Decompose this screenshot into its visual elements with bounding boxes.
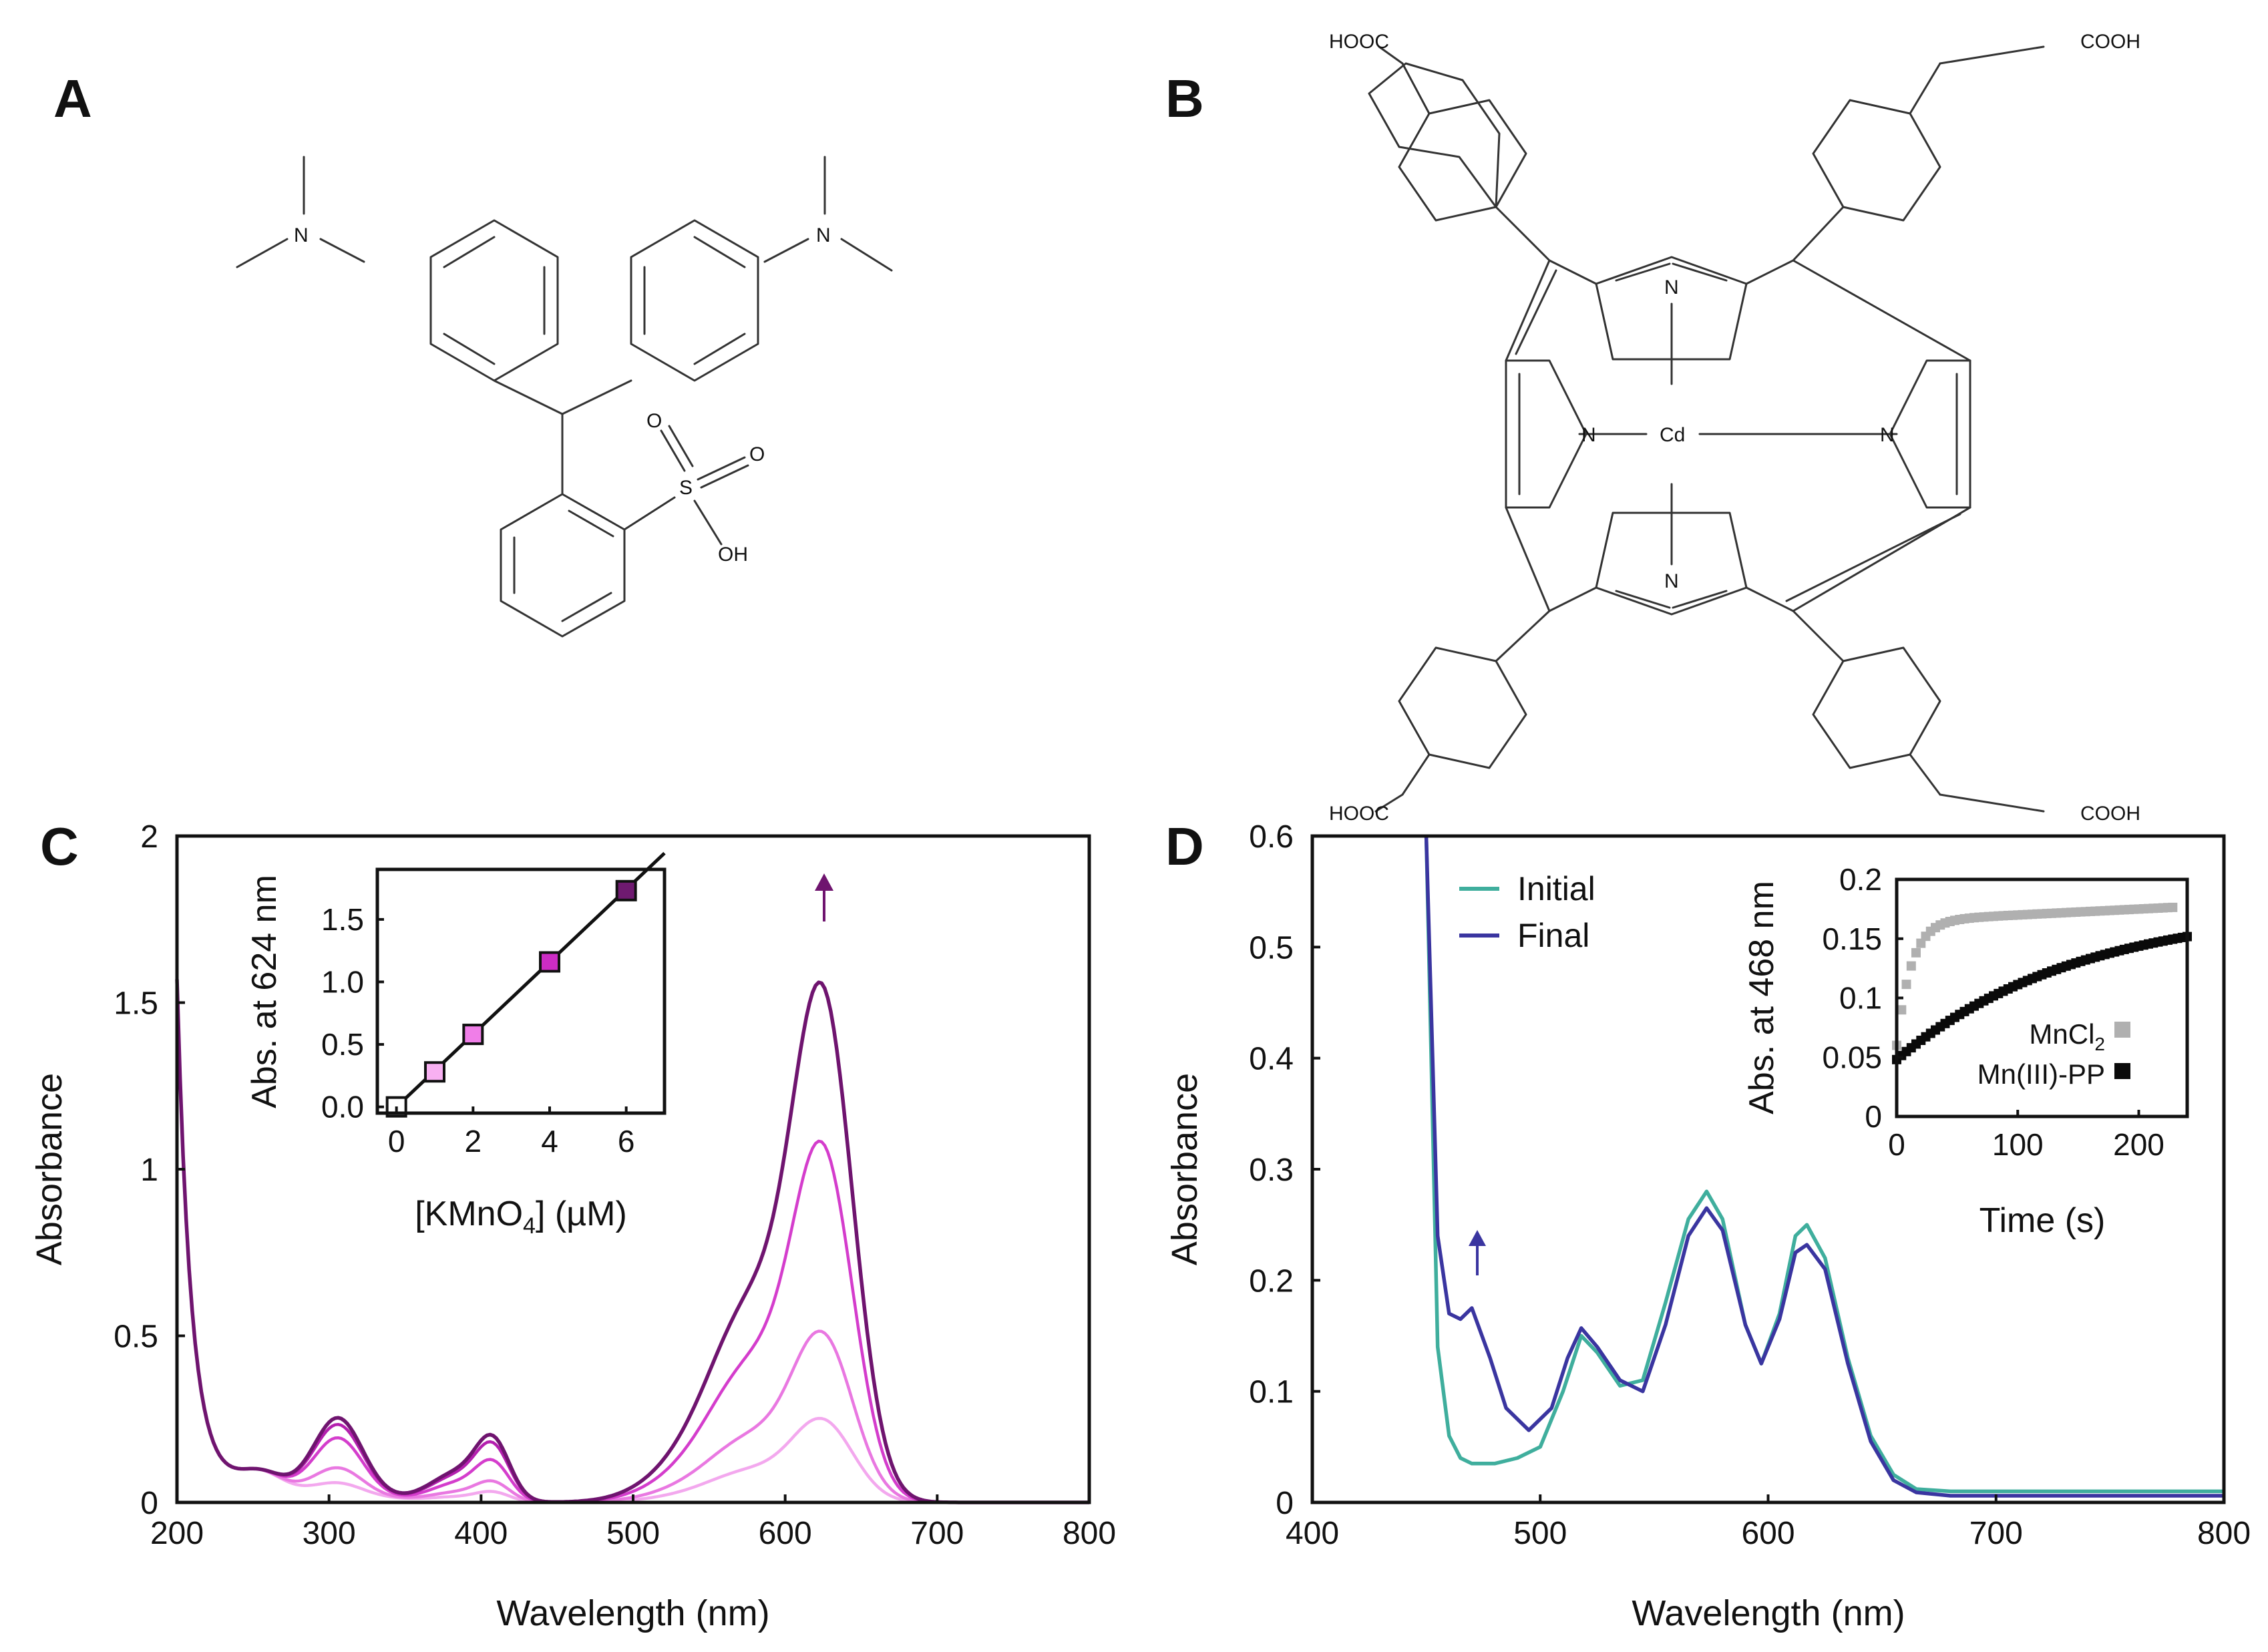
chart-c-inset-point [615,879,637,901]
legend-mnpp-marker [2114,1063,2130,1079]
chart-c-inset-xtick-label: 4 [541,1124,558,1159]
atom-hooc-top-left: HOOC [1329,31,1389,53]
chart-d-xtick-label: 700 [1969,1516,2023,1551]
chart-c-ylabel: Absorbance [29,1073,69,1265]
chart-d-ytick-label: 0.6 [1249,819,1294,855]
chart-d-inset-ytick-label: 0.2 [1839,862,1882,897]
panel-label-a: A [53,69,92,128]
chart-d-series-final [1424,835,2224,1498]
chart-d-inset-point [2168,902,2178,912]
atom-n-right: N [816,224,831,246]
atom-o-right: O [749,443,765,465]
chart-d-xtick-label: 400 [1286,1516,1339,1551]
chart-c-arrow [815,873,833,921]
atom-n-left: N [1581,424,1596,446]
atom-n-bottom: N [1664,570,1679,592]
chart-d-legend: Initial Final [1459,870,1595,954]
atom-cooh-bottom-right: COOH [2080,803,2140,825]
chart-c-inset-xtick-label: 6 [618,1124,635,1159]
atom-n-left: N [294,224,309,246]
legend-mncl2-label: MnCl2 [2029,1018,2105,1054]
chart-d-inset-point [1906,961,1916,971]
structure-a-bonds [236,156,893,638]
legend-mnpp-label: Mn(III)-PP [1977,1058,2105,1090]
chart-d-inset-ylabel: Abs. at 468 nm [1742,881,1781,1114]
structure-a: N N S O O OH [236,156,893,638]
chart-d-inset-xtick-label: 0 [1888,1127,1905,1162]
chart-d: 400 500 600 700 800 0 0.1 0.2 0.3 0.4 0.5 0.6 Wave… [1165,819,2251,1633]
chart-c-xlabel: Wavelength (nm) [496,1593,769,1633]
chart-d-inset-xlabel: Time (s) [1979,1201,2106,1240]
chart-d-inset-ytick-label: 0.1 [1839,981,1882,1016]
chart-c-ytick-label: 1 [140,1153,158,1188]
chart-d-arrow [1469,1230,1486,1275]
chart-d-inset-point [1901,980,1911,990]
chart-c-xtick-label: 400 [454,1516,508,1551]
atom-n-top: N [1664,276,1679,298]
atom-n-right: N [1880,424,1895,446]
chart-d-inset-point [1897,1005,1907,1015]
chart-d-ytick-label: 0.1 [1249,1375,1294,1410]
chart-c-inset-ytick-label: 1.5 [321,902,364,937]
chart-c-inset-ylabel: Abs. at 624 nm [245,875,284,1108]
chart-d-inset-xtick-label: 200 [2113,1127,2164,1162]
chart-c-ytick-label: 1.5 [114,986,158,1022]
chart-d-inset-ytick-label: 0.15 [1822,921,1882,956]
legend-initial-label: Initial [1517,870,1595,907]
panel-label-c: C [40,817,79,876]
chart-d-ytick-label: 0 [1276,1486,1294,1521]
chart-d-xtick-label: 500 [1513,1516,1567,1551]
chart-c-inset-xlabel: [KMnO4] (µM) [415,1195,627,1239]
chart-c-inset-xtick-label: 0 [388,1124,405,1159]
chart-c-xtick-label: 800 [1063,1516,1116,1551]
chart-c-xtick-label: 200 [150,1516,204,1551]
atom-hooc-bottom-left: HOOC [1329,803,1389,825]
structure-b: HOOC COOH HOOC COOH N N N N Cd [1329,31,2140,825]
chart-c-inset-point [424,1061,445,1083]
chart-d-inset-ytick-label: 0.05 [1822,1040,1882,1074]
chart-c-ytick-label: 0.5 [114,1319,158,1355]
atom-o-top: O [646,410,662,432]
chart-d-xlabel: Wavelength (nm) [1632,1593,1905,1633]
chart-c-inset: 0 2 4 6 0.0 0.5 1.0 1.5 [KMnO4] (µM) Abs. at 6… [245,851,667,1239]
legend-final-label: Final [1517,917,1589,954]
chart-d-inset-xtick-label: 100 [1992,1127,2044,1162]
chart-d-inset-legend: MnCl2 Mn(III)-PP [1977,1018,2130,1090]
chart-c-ytick-label: 0 [140,1486,158,1521]
chart-d-inset-ytick-label: 0 [1865,1099,1882,1134]
chart-c-inset-ytick-label: 0.0 [321,1090,364,1124]
chart-c-xtick-label: 600 [759,1516,812,1551]
structure-b-bonds [1368,45,2045,813]
chart-d-ylabel: Absorbance [1165,1073,1205,1265]
atom-s: S [679,477,693,499]
chart-d-inset: 0 100 200 0 0.05 0.1 0.15 0.2 Time (s) Abs. at… [1742,862,2192,1240]
chart-c-inset-point [539,951,560,973]
atom-cooh-top-right: COOH [2080,31,2140,53]
legend-mncl2-marker [2114,1022,2130,1038]
chart-c-inset-xtick-label: 2 [465,1124,482,1159]
atom-oh: OH [718,544,748,566]
chart-d-ytick-label: 0.4 [1249,1042,1294,1077]
panel-label-d: D [1165,817,1204,876]
chart-d-ytick-label: 0.5 [1249,930,1294,966]
chart-d-series-initial [1424,835,2224,1494]
chart-c-xtick-label: 700 [910,1516,964,1551]
chart-c-inset-point [462,1024,484,1046]
chart-c-inset-frame [375,867,667,1115]
panel-label-b: B [1165,69,1204,128]
chart-c-inset-ytick-label: 0.5 [321,1027,364,1062]
chart-d-xtick-label: 600 [1741,1516,1794,1551]
chart-c-inset-ytick-label: 1.0 [321,964,364,999]
chart-d-ytick-label: 0.2 [1249,1263,1294,1299]
chart-c: 200 300 400 500 600 700 800 0 0.5 1 1.5 2 Waveleng… [29,819,1116,1633]
chart-d-ytick-label: 0.3 [1249,1153,1294,1188]
chart-d-xtick-label: 800 [2197,1516,2251,1551]
chart-c-xtick-label: 300 [303,1516,356,1551]
chart-d-inset-point [1911,948,1921,958]
chart-c-xtick-label: 500 [606,1516,660,1551]
atom-cd: Cd [1660,424,1685,446]
chart-c-ytick-label: 2 [140,819,158,855]
chart-d-series-group [1424,835,2224,1498]
